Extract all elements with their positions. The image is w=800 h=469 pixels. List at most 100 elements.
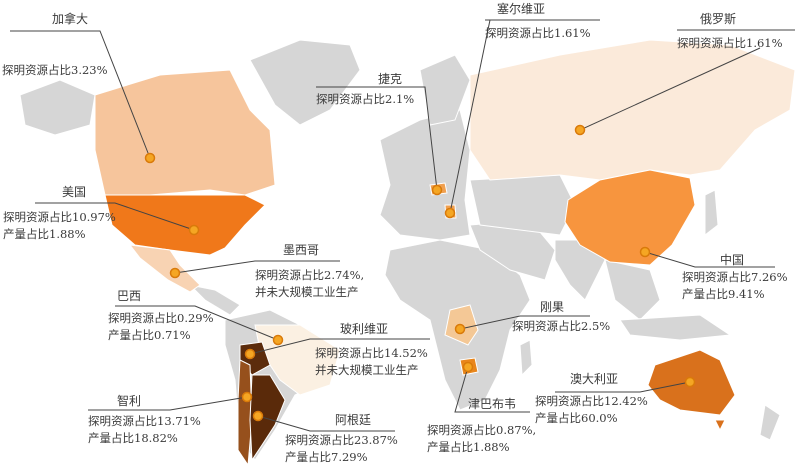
stat-line: 产量占比9.41% <box>682 287 765 301</box>
leader-line-chile <box>88 396 248 411</box>
leader-line-canada <box>10 30 151 159</box>
country-stats-russia: 探明资源占比1.61% <box>677 35 783 52</box>
country-russia <box>469 39 796 181</box>
highlighted-countries <box>94 39 796 467</box>
marker-czech <box>431 184 443 196</box>
stat-line: 探明资源占比14.52% <box>315 346 428 360</box>
stat-line: 探明资源占比2.74%, <box>255 268 365 282</box>
stat-line: 产量占比0.71% <box>108 328 191 342</box>
marker-russia <box>574 124 586 136</box>
country-name-russia: 俄罗斯 <box>700 12 737 26</box>
country-stats-usa: 探明资源占比10.97% 产量占比1.88% <box>3 209 116 243</box>
leader-line-czech <box>316 86 438 191</box>
marker-australia <box>684 376 696 388</box>
stat-line: 探明资源占比2.1% <box>316 92 415 106</box>
country-stats-serbia: 探明资源占比1.61% <box>485 25 591 42</box>
scandinavia <box>419 54 471 126</box>
stat-line: 探明资源占比23.87% <box>285 433 398 447</box>
central-america <box>188 284 241 316</box>
country-stats-canada: 探明资源占比3.23% <box>2 62 108 79</box>
country-canada <box>94 69 276 196</box>
country-name-bolivia: 玻利维亚 <box>340 322 389 336</box>
country-name-chile: 智利 <box>117 394 142 408</box>
country-stats-chile: 探明资源占比13.71% 产量占比18.82% <box>88 413 201 447</box>
stat-line: 探明资源占比1.61% <box>677 36 783 50</box>
country-chile <box>237 359 253 467</box>
stat-line: 产量占比60.0% <box>535 411 618 425</box>
stat-line: 探明资源占比0.87%, <box>427 423 537 437</box>
stat-line: 产量占比18.82% <box>88 431 178 445</box>
japan <box>704 189 719 237</box>
stat-line: 并未大规模工业生产 <box>255 285 359 299</box>
leader-lines <box>10 19 795 432</box>
stat-line: 探明资源占比0.29% <box>108 311 214 325</box>
country-tasmania <box>714 419 726 432</box>
country-stats-zimbabwe: 探明资源占比0.87%, 产量占比1.88% <box>427 422 536 456</box>
stat-line: 产量占比1.88% <box>3 227 86 241</box>
country-name-congo: 刚果 <box>540 300 565 314</box>
country-usa <box>104 194 266 256</box>
leader-line-mexico <box>174 260 340 274</box>
stat-line: 产量占比7.29% <box>285 450 368 464</box>
leader-line-brazil <box>115 305 279 341</box>
leader-line-china <box>644 251 775 268</box>
marker-congo <box>454 323 466 335</box>
country-markers <box>144 124 696 422</box>
country-name-china: 中国 <box>720 253 745 267</box>
leader-line-congo <box>459 315 590 330</box>
country-argentina <box>249 374 286 462</box>
greenland <box>249 39 361 126</box>
country-name-australia: 澳大利亚 <box>570 372 619 386</box>
marker-argentina <box>252 410 264 422</box>
new-zealand <box>759 404 781 441</box>
leader-line-usa <box>35 202 195 231</box>
country-name-zimbabwe: 津巴布韦 <box>468 397 517 411</box>
country-stats-mexico: 探明资源占比2.74%, 并未大规模工业生产 <box>255 267 364 301</box>
country-stats-argentina: 探明资源占比23.87% 产量占比7.29% <box>285 432 398 466</box>
marker-serbia <box>444 207 456 219</box>
marker-mexico <box>169 267 181 279</box>
madagascar <box>519 339 533 377</box>
country-name-usa: 美国 <box>62 185 87 199</box>
leader-line-russia <box>579 47 761 131</box>
stat-line: 并未大规模工业生产 <box>315 363 419 377</box>
marker-brazil <box>272 334 284 346</box>
alaska <box>19 79 96 136</box>
leader-line-bolivia <box>249 338 430 355</box>
country-name-canada: 加拿大 <box>52 12 89 26</box>
marker-usa <box>188 224 200 236</box>
leader-line-argentina <box>257 415 395 432</box>
stat-line: 探明资源占比3.23% <box>2 63 108 77</box>
country-name-czech: 捷克 <box>378 72 403 86</box>
stat-line: 探明资源占比1.61% <box>485 26 591 40</box>
country-name-mexico: 墨西哥 <box>283 243 320 257</box>
marker-canada <box>144 152 156 164</box>
leader-line-australia <box>555 381 691 393</box>
country-stats-czech: 探明资源占比2.1% <box>316 91 414 108</box>
country-stats-australia: 探明资源占比12.42% 产量占比60.0% <box>535 393 648 427</box>
stat-line: 探明资源占比2.5% <box>512 319 611 333</box>
country-stats-bolivia: 探明资源占比14.52% 并未大规模工业生产 <box>315 345 428 379</box>
stat-line: 产量占比1.88% <box>427 440 510 454</box>
country-name-argentina: 阿根廷 <box>335 413 372 427</box>
stat-line: 探明资源占比13.71% <box>88 414 201 428</box>
central-asia <box>469 174 576 236</box>
stat-line: 探明资源占比12.42% <box>535 394 648 408</box>
indonesia <box>619 314 732 341</box>
leader-line-serbia <box>449 19 491 214</box>
country-stats-brazil: 探明资源占比0.29% 产量占比0.71% <box>108 310 214 344</box>
marker-chile <box>241 391 253 403</box>
southeast-asia <box>604 259 661 321</box>
marker-bolivia <box>244 348 256 360</box>
country-mexico <box>128 244 201 293</box>
marker-zimbabwe <box>462 361 474 373</box>
leader-line-zimbabwe <box>454 366 530 413</box>
stat-line: 探明资源占比10.97% <box>3 210 116 224</box>
marker-china <box>639 246 651 258</box>
country-name-serbia: 塞尔维亚 <box>497 2 546 16</box>
country-stats-congo: 探明资源占比2.5% <box>512 318 610 335</box>
country-name-brazil: 巴西 <box>117 289 142 303</box>
stat-line: 探明资源占比7.26% <box>682 270 788 284</box>
